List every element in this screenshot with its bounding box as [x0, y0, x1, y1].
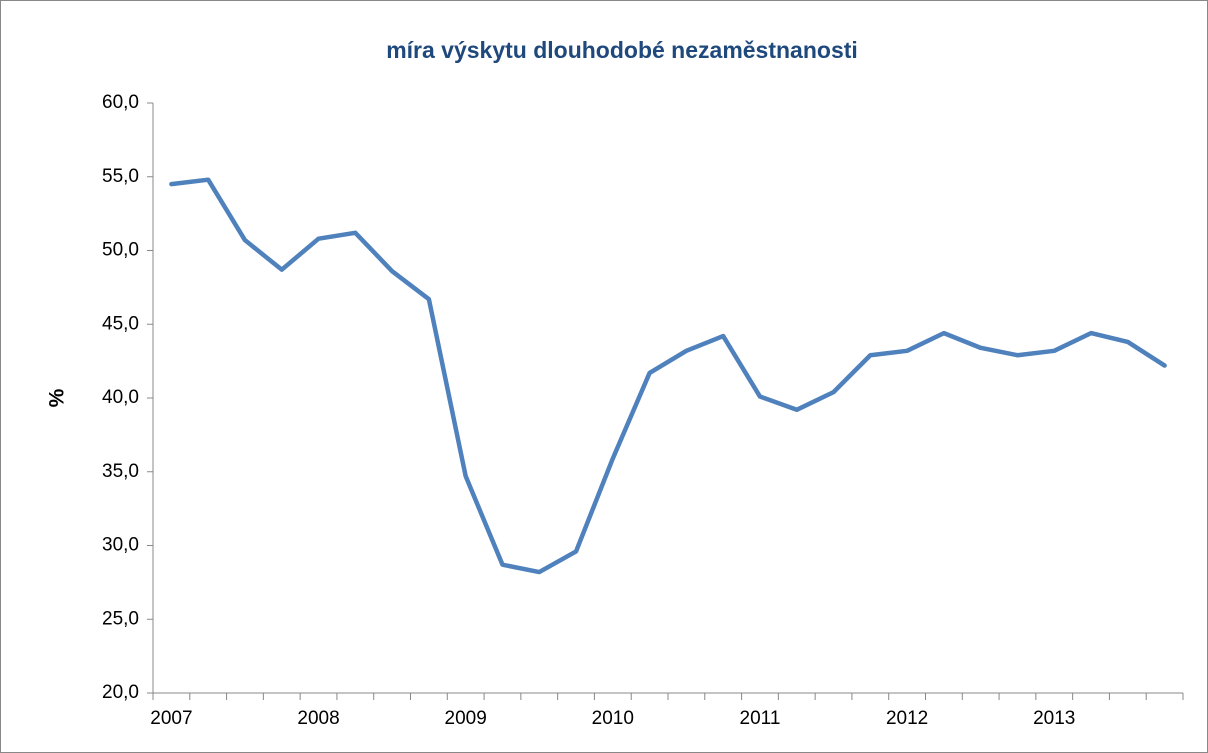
x-tick-label: 2007 [150, 708, 192, 729]
x-tick-label: 2012 [886, 708, 928, 729]
y-tick-label: 40,0 [102, 387, 139, 408]
x-tick-label: 2010 [592, 708, 634, 729]
y-tick-label: 45,0 [102, 313, 139, 334]
y-tick-label: 30,0 [102, 535, 139, 556]
chart-title: míra výskytu dlouhodobé nezaměstnanosti [386, 37, 858, 63]
y-tick-label: 20,0 [102, 682, 139, 703]
x-tick-label: 2013 [1033, 708, 1075, 729]
x-tick-label: 2009 [445, 708, 487, 729]
y-tick-label: 35,0 [102, 461, 139, 482]
y-tick-label: 55,0 [102, 166, 139, 187]
line-series [169, 177, 1167, 575]
x-tick-label: 2008 [297, 708, 339, 729]
y-tick-label: 50,0 [102, 240, 139, 261]
x-tick-label: 2011 [740, 708, 781, 729]
y-tick-label: 60,0 [102, 92, 139, 113]
y-tick-label: 25,0 [102, 608, 139, 629]
y-axis-label: % [46, 388, 69, 407]
